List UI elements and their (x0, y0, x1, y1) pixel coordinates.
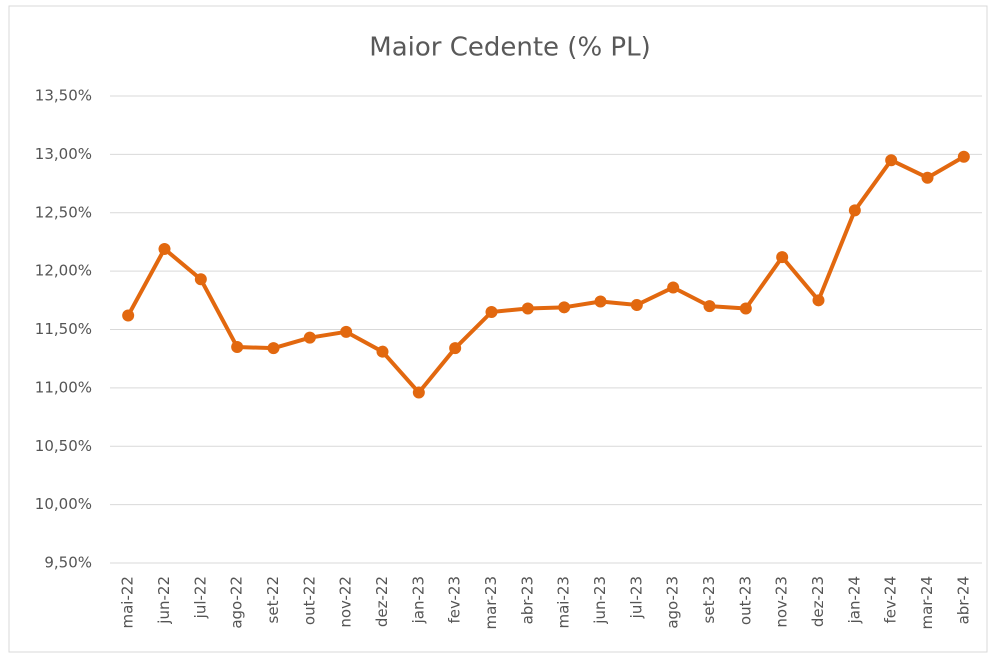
y-tick-label: 12,50% (35, 203, 92, 221)
y-tick-label: 12,00% (35, 262, 92, 280)
x-tick-label: nov-22 (337, 576, 355, 628)
x-tick-label: abr-24 (954, 576, 972, 624)
y-tick-label: 10,50% (35, 437, 92, 455)
x-tick-label: fev-24 (882, 576, 900, 623)
data-point (376, 345, 389, 358)
data-point (921, 171, 934, 184)
x-tick-label: set-23 (700, 576, 718, 623)
x-tick-label: out-22 (300, 576, 318, 625)
x-tick-label: mai-22 (119, 576, 137, 628)
data-line (126, 154, 965, 395)
x-tick-label: mar-24 (918, 576, 936, 630)
data-point (885, 154, 898, 167)
data-point (521, 302, 534, 315)
data-point (303, 331, 316, 344)
data-point (739, 302, 752, 315)
x-tick-label: jul-22 (191, 576, 209, 619)
x-tick-label: jan-24 (845, 576, 863, 624)
x-tick-label: jun-22 (155, 576, 173, 625)
data-point (485, 305, 498, 318)
data-point (848, 204, 861, 217)
chart-title: Maior Cedente (% PL) (369, 33, 650, 63)
data-point (667, 281, 680, 294)
data-point (703, 300, 716, 313)
x-tick-label: jul-23 (627, 576, 645, 619)
x-tick-label: mai-23 (555, 576, 573, 628)
y-tick-label: 11,00% (35, 378, 92, 396)
y-tick-label: 10,00% (35, 495, 92, 513)
data-point (267, 342, 280, 355)
x-tick-label: dez-23 (809, 576, 827, 627)
x-tick-label: ago-22 (228, 576, 246, 629)
data-point (449, 342, 462, 355)
x-tick-label: out-23 (736, 576, 754, 625)
x-tick-label: jun-23 (591, 576, 609, 625)
x-tick-label: set-22 (264, 576, 282, 623)
data-point (412, 386, 425, 399)
x-tick-label: mar-23 (482, 576, 500, 630)
x-tick-label: fev-23 (446, 576, 464, 623)
data-point (158, 242, 171, 255)
data-point (231, 341, 244, 354)
data-point (340, 325, 353, 338)
x-tick-label: abr-23 (518, 576, 536, 624)
data-point (957, 150, 970, 163)
y-tick-label: 13,00% (35, 145, 92, 163)
data-point (812, 294, 825, 307)
y-tick-label: 11,50% (35, 320, 92, 338)
data-point (594, 295, 607, 308)
x-tick-label: nov-23 (773, 576, 791, 628)
x-tick-label: dez-22 (373, 576, 391, 627)
data-point (630, 298, 643, 311)
x-tick-label: jan-23 (409, 576, 427, 624)
y-tick-label: 9,50% (44, 554, 92, 572)
data-point (776, 251, 789, 264)
data-point (558, 301, 571, 314)
x-tick-label: ago-23 (664, 576, 682, 629)
data-point (194, 273, 207, 286)
y-tick-label: 13,50% (35, 87, 92, 105)
data-point (122, 309, 135, 322)
